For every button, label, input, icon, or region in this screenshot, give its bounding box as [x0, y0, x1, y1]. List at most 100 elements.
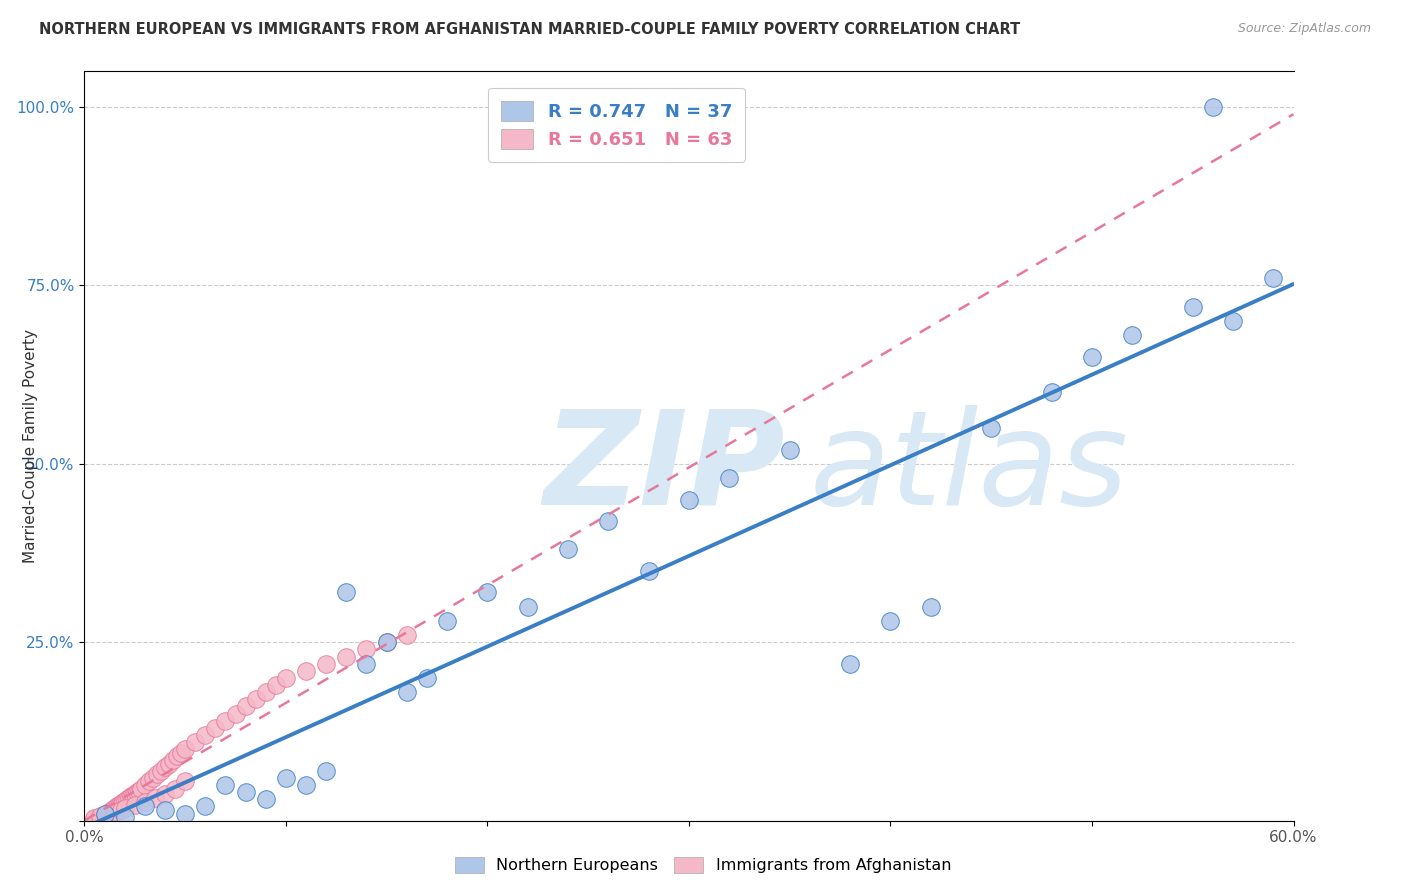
Point [111, 795, 134, 809]
Text: Married-Couple Family Poverty: Married-Couple Family Poverty [24, 329, 38, 563]
Point [174, 742, 197, 756]
Point [157, 756, 180, 771]
Point [115, 792, 138, 806]
Point [104, 801, 127, 815]
Point [678, 492, 700, 507]
Point [124, 787, 146, 801]
Point [557, 542, 579, 557]
Point [174, 774, 197, 789]
Point [1263, 271, 1285, 285]
Point [153, 760, 176, 774]
Point [93, 806, 115, 821]
Text: ZIP: ZIP [544, 405, 786, 532]
Point [96, 806, 118, 821]
Point [91, 809, 114, 823]
Point [254, 792, 277, 806]
Point [254, 685, 277, 699]
Point [153, 803, 176, 817]
Point [637, 564, 659, 578]
Text: NORTHERN EUROPEAN VS IMMIGRANTS FROM AFGHANISTAN MARRIED-COUPLE FAMILY POVERTY C: NORTHERN EUROPEAN VS IMMIGRANTS FROM AFG… [39, 22, 1021, 37]
Point [375, 635, 398, 649]
Point [295, 664, 318, 678]
Point [138, 774, 160, 789]
Point [1202, 100, 1225, 114]
Point [516, 599, 538, 614]
Point [97, 805, 120, 819]
Point [436, 614, 458, 628]
Point [129, 782, 152, 797]
Point [335, 585, 357, 599]
Point [107, 797, 129, 812]
Point [295, 778, 318, 792]
Point [118, 790, 141, 805]
Point [142, 771, 165, 785]
Point [235, 785, 257, 799]
Point [110, 797, 132, 811]
Point [779, 442, 801, 457]
Point [980, 421, 1002, 435]
Point [128, 783, 150, 797]
Point [114, 794, 136, 808]
Point [718, 471, 741, 485]
Point [114, 801, 136, 815]
Point [149, 764, 172, 778]
Point [235, 699, 257, 714]
Point [1121, 328, 1143, 343]
Point [920, 599, 942, 614]
Legend: Northern Europeans, Immigrants from Afghanistan: Northern Europeans, Immigrants from Afgh… [449, 850, 957, 880]
Point [274, 771, 297, 785]
Point [146, 767, 169, 781]
Point [1081, 350, 1104, 364]
Point [477, 585, 499, 599]
Point [162, 753, 184, 767]
Point [134, 795, 156, 809]
Point [1181, 300, 1204, 314]
Point [416, 671, 439, 685]
Point [105, 799, 128, 814]
Point [1222, 314, 1244, 328]
Point [356, 657, 378, 671]
Point [315, 657, 337, 671]
Point [134, 778, 156, 792]
Text: Source: ZipAtlas.com: Source: ZipAtlas.com [1237, 22, 1371, 36]
Text: atlas: atlas [810, 405, 1129, 532]
Point [114, 810, 136, 824]
Point [839, 657, 862, 671]
Point [375, 635, 398, 649]
Point [170, 746, 193, 760]
Point [120, 789, 142, 804]
Point [1040, 385, 1063, 400]
Point [214, 714, 236, 728]
Point [194, 728, 217, 742]
Point [121, 788, 143, 802]
Point [93, 808, 115, 822]
Point [598, 514, 620, 528]
Point [143, 790, 166, 805]
Point [165, 781, 187, 796]
Point [124, 797, 146, 812]
Point [879, 614, 901, 628]
Point [174, 806, 197, 821]
Legend: R = 0.747   N = 37, R = 0.651   N = 63: R = 0.747 N = 37, R = 0.651 N = 63 [488, 88, 745, 162]
Point [100, 804, 122, 818]
Point [214, 778, 236, 792]
Point [97, 806, 120, 821]
Point [93, 808, 115, 822]
Point [104, 805, 127, 819]
Point [153, 787, 176, 801]
Point [194, 799, 217, 814]
Point [89, 809, 111, 823]
Point [245, 692, 267, 706]
Point [274, 671, 297, 685]
Point [184, 735, 207, 749]
Point [395, 628, 418, 642]
Point [356, 642, 378, 657]
Point [204, 721, 226, 735]
Point [125, 785, 148, 799]
Point [89, 810, 111, 824]
Point [134, 799, 156, 814]
Point [166, 749, 188, 764]
Point [264, 678, 287, 692]
Point [101, 802, 124, 816]
Point [110, 803, 132, 817]
